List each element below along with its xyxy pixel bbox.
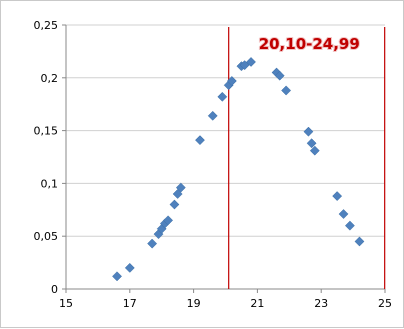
x-tick-label: 17 bbox=[123, 297, 137, 310]
x-tick-label: 21 bbox=[250, 297, 264, 310]
tick-labels: 0 0,05 0,1 0,15 0,2 0,25 15 17 19 21 23 25 bbox=[34, 19, 393, 310]
data-point bbox=[274, 70, 285, 81]
x-tick-label: 25 bbox=[378, 297, 392, 310]
data-point bbox=[124, 262, 135, 273]
y-tick-label: 0,05 bbox=[34, 230, 59, 243]
data-point bbox=[309, 145, 320, 156]
x-tick-label: 15 bbox=[59, 297, 73, 310]
gridlines bbox=[66, 24, 385, 237]
data-point bbox=[354, 236, 365, 247]
data-point bbox=[303, 126, 314, 137]
x-tick-label: 23 bbox=[314, 297, 328, 310]
data-point bbox=[163, 215, 174, 226]
range-annotation: 20,10-24,99 bbox=[259, 35, 360, 53]
data-point bbox=[332, 191, 343, 202]
data-point bbox=[246, 57, 256, 67]
axes bbox=[62, 24, 386, 293]
data-point bbox=[175, 182, 186, 193]
reference-lines bbox=[228, 27, 386, 289]
data-point bbox=[344, 220, 355, 231]
data-point bbox=[147, 238, 158, 249]
data-point bbox=[226, 76, 237, 86]
y-tick-label: 0,2 bbox=[41, 72, 59, 85]
data-point bbox=[112, 271, 122, 282]
data-points bbox=[112, 57, 365, 282]
y-tick-label: 0,1 bbox=[41, 177, 59, 190]
y-tick-label: 0 bbox=[51, 283, 58, 296]
data-point bbox=[195, 135, 205, 146]
data-point bbox=[217, 91, 228, 102]
data-point bbox=[338, 209, 349, 219]
y-tick-label: 0,25 bbox=[34, 19, 59, 32]
x-tick-label: 19 bbox=[187, 297, 201, 310]
data-point bbox=[306, 138, 317, 149]
y-tick-label: 0,15 bbox=[34, 125, 59, 138]
data-point bbox=[169, 199, 180, 210]
data-point bbox=[207, 110, 218, 121]
data-point bbox=[281, 85, 292, 96]
